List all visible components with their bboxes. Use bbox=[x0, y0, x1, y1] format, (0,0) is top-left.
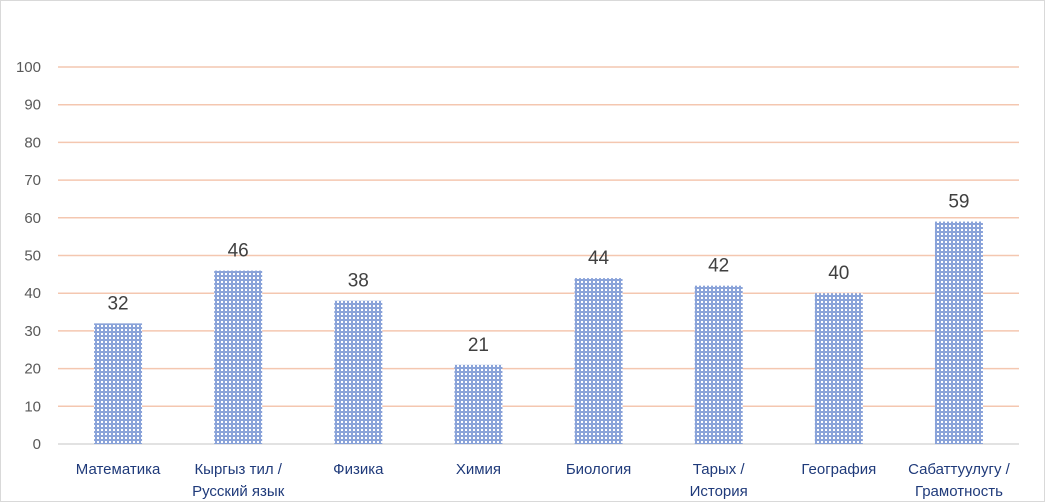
x-tick-label: Кыргыз тил / Русский язык bbox=[192, 461, 285, 500]
y-tick-label: 50 bbox=[24, 248, 41, 265]
data-label: 42 bbox=[708, 256, 729, 277]
x-tick-label: Химия bbox=[456, 461, 501, 478]
y-tick-label: 100 bbox=[16, 59, 41, 76]
x-tick-label: Биология bbox=[566, 461, 631, 478]
bars bbox=[94, 221, 983, 444]
y-tick-label: 70 bbox=[24, 172, 41, 189]
bar bbox=[934, 221, 983, 444]
bar bbox=[94, 323, 143, 444]
data-label: 21 bbox=[468, 335, 489, 356]
y-tick-label: 60 bbox=[24, 210, 41, 227]
data-label: 32 bbox=[107, 293, 128, 314]
data-label: 46 bbox=[228, 241, 249, 262]
y-tick-label: 40 bbox=[24, 285, 41, 302]
x-tick-label: Физика bbox=[333, 461, 384, 478]
bar bbox=[574, 278, 623, 444]
x-tick-label: Сабаттуулугу / Грамотность bbox=[908, 461, 1011, 500]
bar bbox=[814, 293, 863, 444]
x-tick-label: География bbox=[801, 461, 876, 478]
x-tick-label: Математика bbox=[76, 461, 161, 478]
data-label: 38 bbox=[348, 271, 369, 292]
y-tick-label: 90 bbox=[24, 97, 41, 114]
y-tick-label: 80 bbox=[24, 134, 41, 151]
gridlines bbox=[58, 66, 1019, 408]
y-tick-label: 30 bbox=[24, 323, 41, 340]
x-axis: Математика Кыргыз тил / Русский язык Физика… bbox=[76, 461, 1011, 500]
y-tick-label: 20 bbox=[24, 361, 41, 378]
bar bbox=[694, 285, 743, 444]
y-tick-label: 10 bbox=[24, 398, 41, 415]
bar bbox=[334, 300, 383, 444]
data-label: 44 bbox=[588, 248, 610, 269]
bar bbox=[214, 270, 263, 444]
data-label: 59 bbox=[948, 192, 969, 213]
data-label: 40 bbox=[828, 263, 849, 284]
bar bbox=[454, 364, 503, 444]
x-tick-label: Тарых / История bbox=[690, 461, 748, 500]
data-labels: 32 46 38 21 44 42 40 59 bbox=[107, 192, 969, 356]
y-tick-label: 0 bbox=[33, 436, 41, 453]
